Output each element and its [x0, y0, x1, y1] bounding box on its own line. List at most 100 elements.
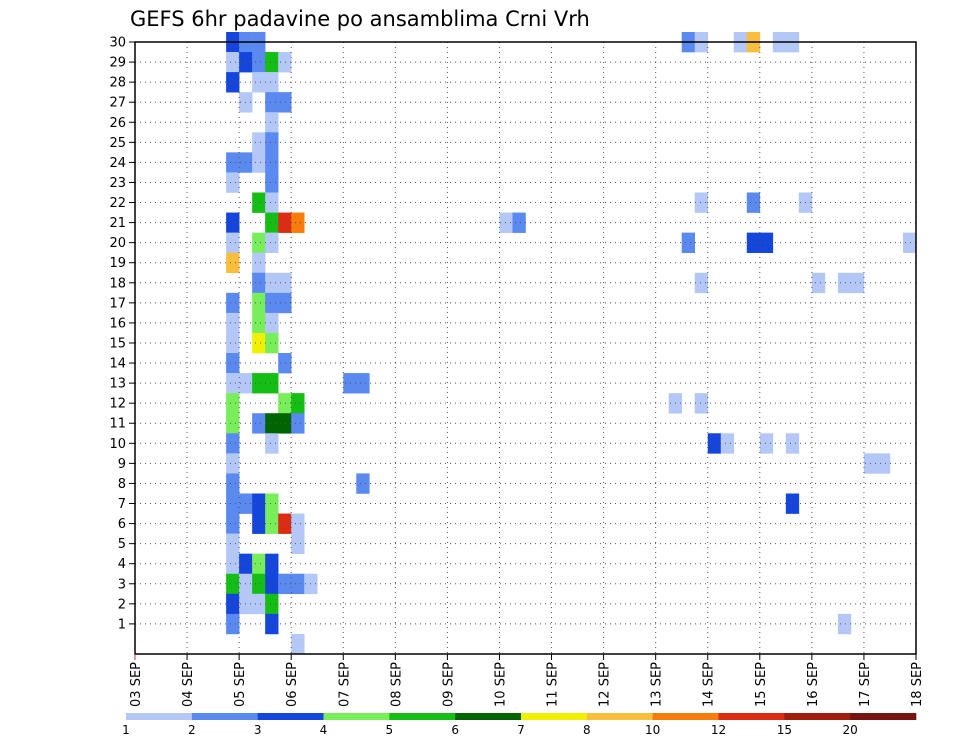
y-tick-label-15: 15	[109, 336, 126, 351]
heatmap-cell-120	[252, 593, 266, 615]
y-tick-label-1: 1	[118, 617, 126, 632]
y-tick-label-9: 9	[118, 457, 126, 472]
colorbar-label-20: 20	[843, 723, 858, 737]
heatmap-cell-98	[265, 493, 279, 514]
heatmap-cell-76	[291, 393, 305, 414]
y-tick-label-5: 5	[118, 537, 126, 552]
y-tick-label-28: 28	[109, 76, 126, 91]
heatmap-cell-81	[265, 413, 279, 434]
heatmap-cell-116	[291, 573, 305, 595]
heatmap-cell-121	[265, 593, 279, 615]
colorbar-label-8: 8	[583, 723, 591, 737]
x-tick-label-11: 14 SEP	[702, 662, 717, 707]
heatmap-cell-107	[226, 553, 240, 575]
colorbar-swatch-0	[126, 713, 193, 720]
heatmap-cell-55	[850, 272, 865, 294]
y-tick-label-18: 18	[109, 276, 126, 291]
heatmap-cell-83	[291, 413, 305, 434]
heatmap-cell-66	[226, 353, 240, 374]
colorbar-swatch-10	[784, 713, 851, 720]
heatmap-cells	[226, 31, 917, 655]
heatmap-cell-73	[356, 373, 370, 394]
colorbar-label-3: 3	[254, 723, 262, 737]
y-tick-label-21: 21	[109, 216, 126, 231]
heatmap-cell-41	[252, 232, 266, 253]
heatmap-cell-89	[785, 433, 800, 454]
heatmap-cell-21	[252, 132, 266, 153]
heatmap-cell-97	[252, 493, 266, 514]
colorbar-label-1: 1	[122, 723, 130, 737]
grid-lines	[135, 41, 916, 654]
heatmap-cell-100	[226, 513, 240, 534]
heatmap-cell-70	[252, 373, 266, 394]
heatmap-cell-26	[265, 152, 279, 173]
heatmap-cell-37	[291, 212, 305, 233]
heatmap-cell-80	[252, 413, 266, 434]
heatmap-cell-87	[720, 433, 735, 454]
heatmap-cell-68	[226, 373, 240, 394]
colorbar: 1 2 3 4 5 6 7 8 10 12 15 20	[122, 713, 917, 737]
heatmap-cell-12	[265, 52, 279, 73]
heatmap-cell-62	[265, 312, 279, 334]
x-tick-label-0: 03 SEP	[129, 662, 144, 707]
heatmap-cell-99	[785, 493, 800, 514]
heatmap-cell-61	[252, 312, 266, 334]
heatmap-cell-85	[265, 433, 279, 454]
y-tick-label-16: 16	[109, 316, 126, 331]
y-tick-label-10: 10	[109, 437, 126, 452]
heatmap-cell-101	[252, 513, 266, 534]
heatmap-cell-9	[226, 52, 240, 73]
colorbar-label-15: 15	[777, 723, 792, 737]
heatmap-cell-109	[252, 553, 266, 575]
x-axis: 03 SEP 04 SEP 05 SEP 06 SEP 07 SEP 08 SEP 09 S…	[129, 654, 925, 707]
heatmap-cell-56	[226, 292, 240, 314]
x-tick-label-8: 11 SEP	[546, 662, 561, 707]
heatmap-cell-34	[226, 212, 240, 233]
heatmap-cell-78	[694, 393, 709, 414]
y-tick-label-4: 4	[118, 557, 126, 572]
heatmap-cell-22	[265, 132, 279, 153]
heatmap-cell-88	[759, 433, 774, 454]
heatmap-cell-35	[265, 212, 279, 233]
colorbar-swatch-11	[850, 713, 917, 720]
y-axis: 1234567891011121314151617181920212223242…	[109, 36, 135, 632]
heatmap-cell-30	[265, 192, 279, 213]
heatmap-cell-74	[226, 393, 240, 414]
heatmap-cell-102	[265, 513, 279, 534]
heatmap-cell-63	[226, 332, 240, 354]
heatmap-cell-16	[265, 72, 279, 93]
colorbar-label-4: 4	[320, 723, 328, 737]
heatmap-cell-51	[278, 272, 292, 294]
x-tick-label-7: 10 SEP	[493, 662, 508, 707]
y-tick-label-8: 8	[118, 477, 126, 492]
y-tick-label-14: 14	[109, 357, 126, 372]
heatmap-cell-36	[278, 212, 292, 233]
heatmap-cell-45	[759, 232, 774, 253]
heatmap-cell-46	[902, 232, 917, 253]
colorbar-label-12: 12	[711, 723, 726, 737]
y-tick-label-7: 7	[118, 497, 126, 512]
x-tick-label-13: 16 SEP	[806, 662, 821, 707]
heatmap-cell-25	[252, 152, 266, 173]
colorbar-label-2: 2	[188, 723, 196, 737]
heatmap-cell-95	[226, 493, 240, 514]
x-tick-label-15: 18 SEP	[910, 662, 925, 707]
heatmap-cell-50	[265, 272, 279, 294]
colorbar-label-6: 6	[451, 723, 459, 737]
heatmap-cell-15	[252, 72, 266, 93]
heatmap-cell-48	[252, 252, 266, 274]
heatmap-cell-18	[265, 92, 279, 113]
y-tick-label-23: 23	[109, 176, 126, 191]
heatmap-cell-114	[265, 573, 279, 595]
heatmap-cell-93	[226, 473, 240, 494]
colorbar-swatch-8	[652, 713, 719, 720]
heatmap-cell-110	[265, 553, 279, 575]
y-tick-label-27: 27	[109, 96, 126, 111]
heatmap-cell-122	[226, 613, 240, 635]
y-tick-label-20: 20	[109, 236, 126, 251]
heatmap-cell-123	[265, 613, 279, 635]
colorbar-swatch-3	[323, 713, 390, 720]
heatmap-cell-13	[278, 52, 292, 73]
heatmap-cell-125	[291, 633, 305, 655]
